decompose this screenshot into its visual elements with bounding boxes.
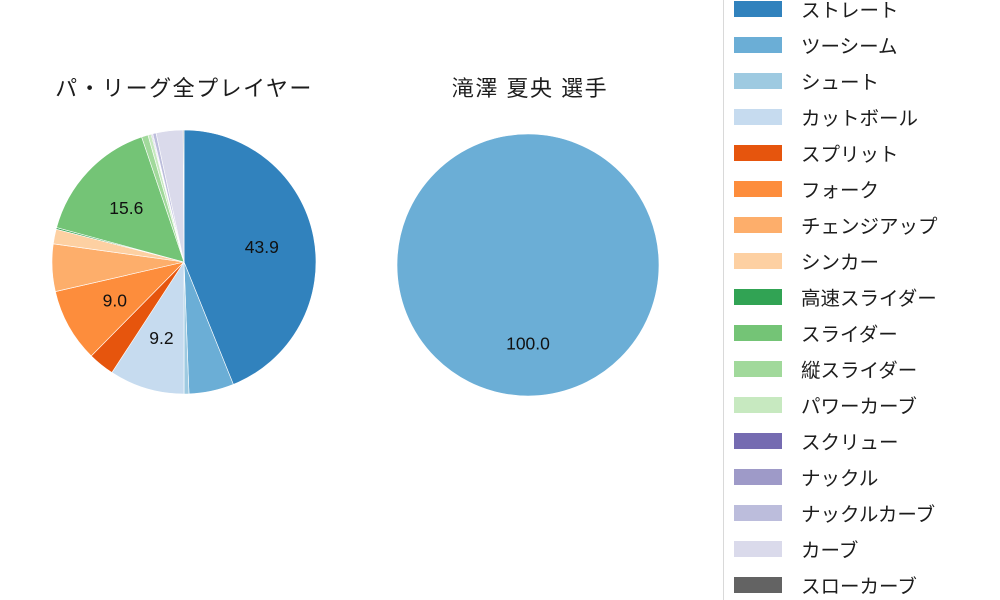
legend-swatch <box>734 288 782 305</box>
pie-wedge <box>396 133 660 397</box>
legend-swatch <box>734 324 782 341</box>
legend-item: ナックルカーブ <box>724 495 1000 531</box>
legend-item: シュート <box>724 63 1000 99</box>
legend-item: チェンジアップ <box>724 207 1000 243</box>
legend-swatch <box>734 468 782 485</box>
legend-item: スローカーブ <box>724 567 1000 600</box>
legend-swatch <box>734 360 782 377</box>
legend-item: スプリット <box>724 135 1000 171</box>
legend-swatch <box>734 144 782 161</box>
legend-label: スプリット <box>801 144 899 166</box>
pie-wedge <box>182 129 185 263</box>
legend-swatch <box>734 396 782 413</box>
legend-label: カーブ <box>801 540 859 562</box>
legend-label: 縦スライダー <box>801 360 918 382</box>
legend-swatch <box>734 108 782 125</box>
legend-item: スクリュー <box>724 423 1000 459</box>
legend-label: チェンジアップ <box>801 216 938 238</box>
legend-swatch <box>734 36 782 53</box>
legend-label: シュート <box>801 72 880 94</box>
legend-label: スローカーブ <box>801 576 917 598</box>
legend-label: カットボール <box>801 108 919 130</box>
legend-item: カットボール <box>724 99 1000 135</box>
legend-label: ナックルカーブ <box>801 504 936 526</box>
pie-wedge-value-label: 9.2 <box>149 328 173 348</box>
legend-swatch <box>734 504 782 521</box>
legend-label: スクリュー <box>801 432 899 454</box>
pie-wedge-value-label: 15.6 <box>109 198 143 218</box>
legend-label: 高速スライダー <box>801 288 937 310</box>
legend-swatch <box>734 432 782 449</box>
pie-wedge-value-label: 100.0 <box>506 334 550 354</box>
pitch-type-legend: ストレートツーシームシュートカットボール スプリットフォークチェンジアップ シンカー… <box>723 0 1000 600</box>
legend-item: カーブ <box>724 531 1000 567</box>
left-pie-title: パ・リーグ全プレイヤー <box>55 76 313 101</box>
legend-item: スライダー <box>724 315 1000 351</box>
pie-wedge-value-label: 9.0 <box>103 291 128 311</box>
legend-item: フォーク <box>724 171 1000 207</box>
legend-label: ツーシーム <box>801 36 898 58</box>
legend-swatch <box>734 0 782 17</box>
legend-item: ストレート <box>724 0 1000 27</box>
legend-swatch <box>734 180 782 197</box>
legend-label: パワーカーブ <box>801 396 917 418</box>
legend-swatch <box>734 216 782 233</box>
right-pie-title: 滝澤 夏央 選手 <box>451 76 609 101</box>
legend-swatch <box>734 252 782 269</box>
legend-label: スライダー <box>801 324 898 346</box>
legend-label: フォーク <box>801 180 880 202</box>
legend-swatch <box>734 72 782 89</box>
legend-label: シンカー <box>801 252 880 274</box>
legend-label: ストレート <box>801 0 899 22</box>
legend-label: ナックル <box>801 468 879 490</box>
legend-swatch <box>734 576 782 593</box>
legend-item: パワーカーブ <box>724 387 1000 423</box>
legend-item: シンカー <box>724 243 1000 279</box>
pie-wedge-value-label: 43.9 <box>245 237 279 257</box>
legend-item: ナックル <box>724 459 1000 495</box>
legend-item: ツーシーム <box>724 27 1000 63</box>
legend-item: 高速スライダー <box>724 279 1000 315</box>
legend-item: 縦スライダー <box>724 351 1000 387</box>
pie-wedge <box>183 129 317 385</box>
legend-swatch <box>734 540 782 557</box>
